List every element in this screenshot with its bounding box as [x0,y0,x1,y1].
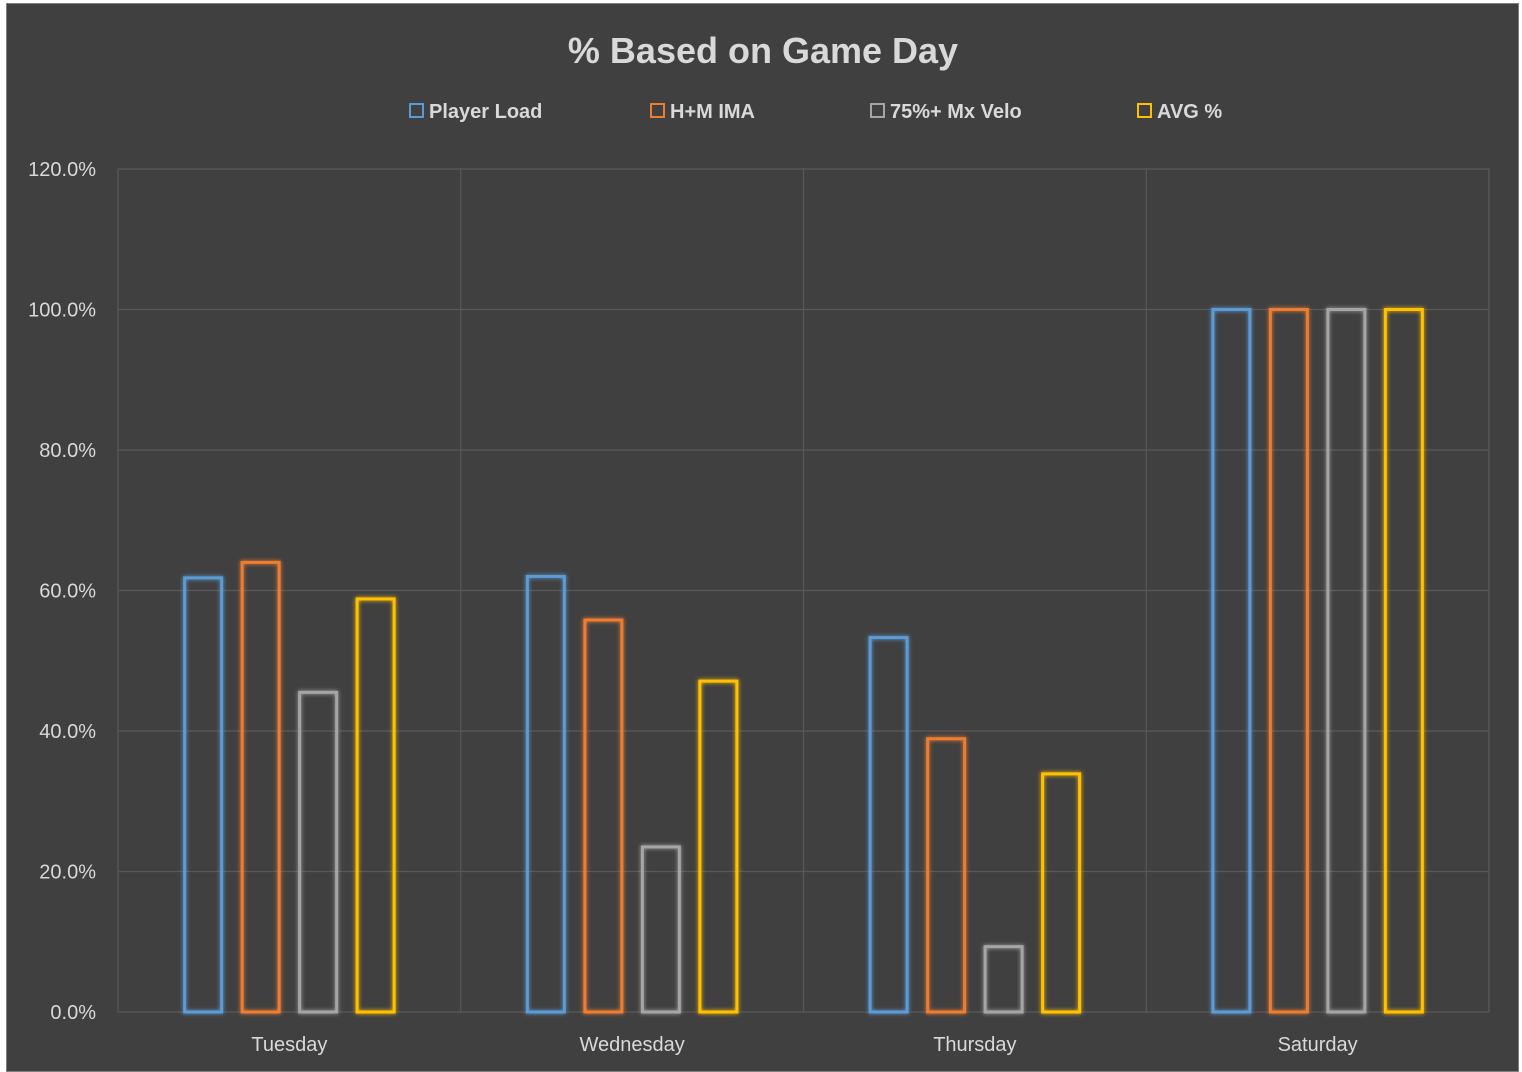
x-tick-label: Thursday [933,1034,1016,1056]
bar-75-mx-velo-tuesday [298,690,339,1014]
x-tick-label: Wednesday [579,1034,684,1056]
bar-75-mx-velo-thursday [983,945,1024,1014]
legend-label: AVG % [1157,101,1222,123]
chart-area [6,3,1519,1072]
x-tick-label: Tuesday [251,1034,327,1056]
bars [183,308,1424,1014]
y-axis-ticks: 0.0% 20.0% 40.0% 60.0% 80.0% 100.0% 120.0% [28,159,96,1024]
y-tick-label: 60.0% [39,581,96,603]
y-tick-label: 100.0% [28,300,96,322]
legend-label: H+M IMA [670,101,755,123]
x-axis-ticks: Tuesday Wednesday Thursday Saturday [251,1034,1357,1056]
bar-player-load-tuesday [183,576,224,1014]
y-tick-label: 0.0% [50,1002,96,1024]
legend-label: 75%+ Mx Velo [890,101,1022,123]
legend-label: Player Load [429,101,542,123]
chart-title: % Based on Game Day [568,30,958,71]
y-tick-label: 120.0% [28,159,96,181]
legend-swatch [870,103,885,118]
x-tick-label: Saturday [1278,1034,1358,1056]
bar-avg-tuesday [355,597,396,1014]
legend-swatch [1137,103,1152,118]
legend: Player Load H+M IMA 75%+ Mx Velo AVG % [409,101,1222,123]
gridlines [117,168,1490,1013]
bar-avg-thursday [1041,772,1082,1014]
bar-h-m-ima-saturday [1268,308,1309,1014]
bar-player-load-saturday [1211,308,1252,1014]
bar-75-mx-velo-wednesday [640,845,681,1014]
y-tick-label: 20.0% [39,862,96,884]
bar-player-load-thursday [868,636,909,1014]
y-tick-label: 40.0% [39,721,96,743]
bar-75-mx-velo-saturday [1326,308,1367,1014]
legend-swatch [650,103,665,118]
bar-h-m-ima-thursday [926,737,967,1014]
bar-avg-wednesday [698,679,739,1014]
y-tick-label: 80.0% [39,440,96,462]
bar-player-load-wednesday [525,574,566,1014]
bar-avg-saturday [1383,308,1424,1014]
legend-swatch [409,103,424,118]
bar-h-m-ima-tuesday [240,560,281,1014]
bar-h-m-ima-wednesday [583,618,624,1014]
